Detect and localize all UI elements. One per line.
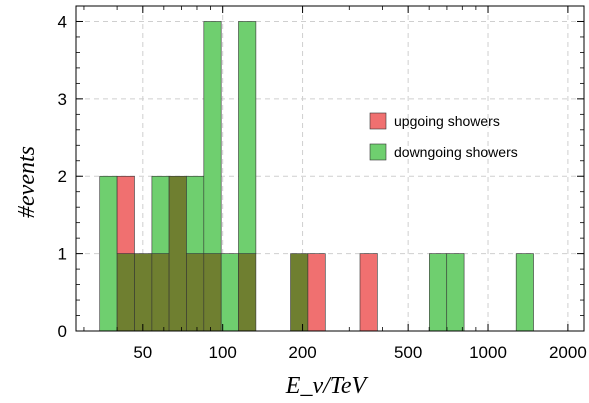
- bars: [99, 21, 534, 332]
- plot-frame: [75, 5, 585, 332]
- plot-border: [75, 5, 585, 332]
- bar-downgoing: [429, 253, 448, 332]
- x-tick-label: 50: [133, 343, 152, 362]
- bar-upgoing: [359, 253, 378, 332]
- x-tick-label: 500: [394, 343, 422, 362]
- y-tick-label: 2: [58, 167, 67, 186]
- legend-label: upgoing showers: [394, 113, 500, 129]
- axis-ticks: 50 100 200 500 1000 2000 0 1 2 3 4: [58, 6, 587, 362]
- bar-downgoing: [515, 253, 534, 332]
- y-tick-label: 3: [58, 90, 67, 109]
- bar-overlap: [203, 253, 222, 332]
- x-tick-label: 1000: [469, 343, 507, 362]
- bar-downgoing: [238, 21, 257, 254]
- bar-overlap: [290, 253, 309, 332]
- bar-overlap: [151, 253, 170, 332]
- bar-upgoing: [307, 253, 326, 332]
- bar-downgoing: [186, 175, 205, 254]
- bar-downgoing: [151, 175, 170, 254]
- bar-downgoing: [99, 175, 118, 332]
- x-tick-label: 200: [288, 343, 316, 362]
- bar-overlap: [168, 175, 187, 332]
- bar-overlap: [238, 253, 257, 332]
- bar-overlap: [186, 253, 205, 332]
- legend-label: downgoing showers: [394, 144, 518, 160]
- y-tick-label: 4: [58, 12, 67, 31]
- legend: upgoing showers downgoing showers: [369, 112, 518, 161]
- y-tick-label: 1: [58, 245, 67, 264]
- x-tick-label: 100: [209, 343, 237, 362]
- y-tick-label: 0: [58, 322, 67, 341]
- bar-overlap: [134, 253, 153, 332]
- bar-downgoing: [203, 21, 222, 254]
- bar-upgoing: [116, 175, 135, 254]
- legend-swatch: [369, 143, 387, 161]
- legend-swatch: [369, 112, 387, 130]
- bar-downgoing: [220, 253, 239, 332]
- y-axis-label: #events: [14, 146, 40, 218]
- bar-overlap: [116, 253, 135, 332]
- x-tick-label: 2000: [549, 343, 587, 362]
- bar-downgoing: [446, 253, 465, 332]
- x-axis-label: E_ν/TeV: [285, 373, 369, 399]
